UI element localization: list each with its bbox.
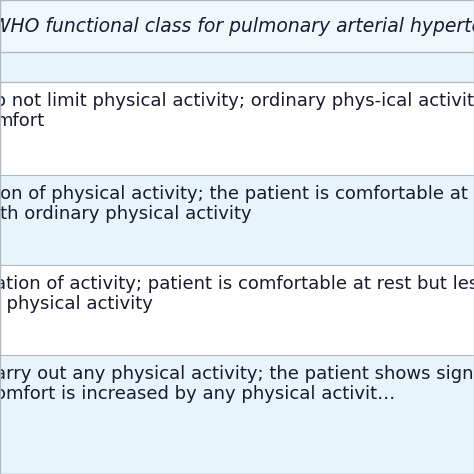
Text: ation of activity; patient is comfortable at rest but less than ordinary: ation of activity; patient is comfortabl… [0, 275, 474, 293]
Text: WHO functional class for pulmonary arterial hypertension: WHO functional class for pulmonary arter… [0, 17, 474, 36]
Text: mfort: mfort [0, 112, 44, 130]
Bar [0, 52, 474, 82]
Text: . physical activity: . physical activity [0, 295, 153, 313]
Bar [0, 82, 474, 175]
Text: arry out any physical activity; the patient shows signs of right heart failure. : arry out any physical activity; the pati… [0, 365, 474, 383]
Text: ion of physical activity; the patient is comfortable at rest but ordinary phys­i: ion of physical activity; the patient is… [0, 185, 474, 203]
Bar [0, 175, 474, 265]
Text: ith ordinary physical activity: ith ordinary physical activity [0, 205, 252, 223]
Text: o not limit physical activity; ordinary phys­ical activity does not cause undue : o not limit physical activity; ordinary … [0, 92, 474, 110]
Bar [0, 265, 474, 355]
Bar [0, 355, 474, 474]
Text: omfort is increased by any physical activit…: omfort is increased by any physical acti… [0, 385, 395, 403]
Bar [0, 0, 474, 52]
